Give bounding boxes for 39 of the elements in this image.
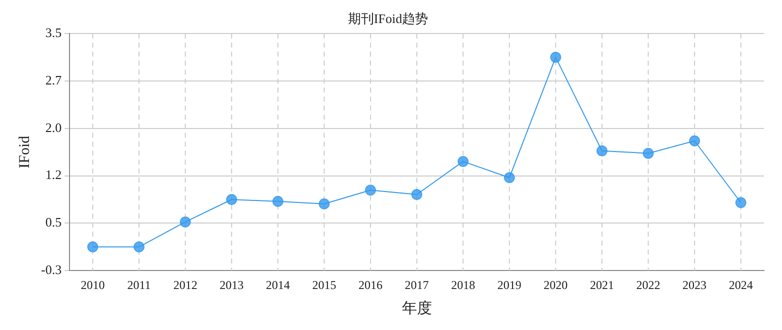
- point: [134, 241, 145, 252]
- x-tick-label: 2022: [636, 278, 660, 292]
- point: [318, 198, 330, 210]
- x-tick-label: 2012: [173, 278, 198, 292]
- point: [226, 194, 238, 205]
- y-tick-label: 2.0: [45, 120, 62, 135]
- point: [364, 184, 376, 196]
- x-tick-label: 2020: [544, 278, 568, 292]
- x-tick-label: 2019: [497, 278, 522, 292]
- x-tick-label: 2013: [220, 278, 244, 292]
- point: [458, 156, 469, 167]
- point: [504, 172, 515, 184]
- y-tick-label: 2.7: [45, 72, 62, 88]
- x-tick-label: 2010: [80, 278, 105, 292]
- y-tick-label: 0.5: [45, 214, 62, 230]
- point: [87, 241, 98, 252]
- y-axis-title: IFoid: [16, 135, 33, 168]
- point: [642, 148, 654, 159]
- point: [735, 197, 746, 208]
- point: [596, 145, 608, 156]
- x-tick-label: 2017: [404, 278, 429, 292]
- chart-title: 期刊IFoid趋势: [348, 11, 428, 26]
- x-tick-label: 2016: [358, 278, 382, 292]
- y-tick-label: 3.5: [45, 25, 62, 40]
- x-tick-label: 2021: [590, 278, 614, 292]
- x-tick-label: 2024: [728, 278, 753, 292]
- point: [689, 135, 700, 146]
- y-tick-label: -0.3: [40, 262, 62, 278]
- x-tick-label: 2015: [312, 278, 336, 292]
- point: [180, 216, 191, 228]
- x-tick-label: 2011: [127, 278, 151, 292]
- point: [272, 196, 284, 207]
- point: [411, 189, 422, 200]
- x-tick-label: 2014: [266, 278, 290, 292]
- y-tick-label: 1.2: [45, 167, 62, 182]
- point: [550, 52, 562, 63]
- x-tick-label: 2018: [451, 278, 476, 292]
- x-tick-label: 2023: [682, 278, 707, 292]
- x-axis-title: 年度: [402, 300, 432, 317]
